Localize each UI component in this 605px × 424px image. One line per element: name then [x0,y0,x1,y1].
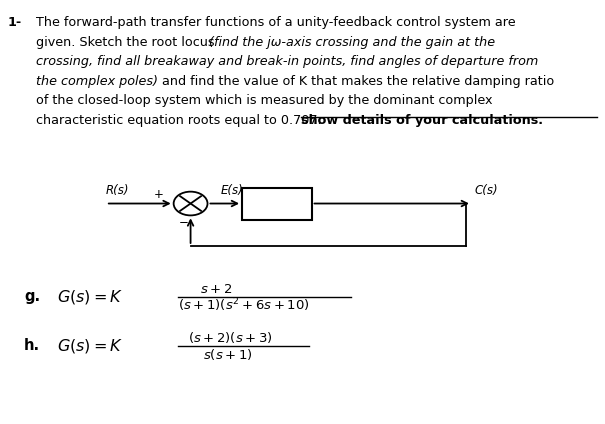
Text: and find the value of K that makes the relative damping ratio: and find the value of K that makes the r… [158,75,554,88]
Text: $s+2$: $s+2$ [200,283,232,296]
Text: $\mathbf{\mathit{G(s) = K}}$: $\mathbf{\mathit{G(s) = K}}$ [57,288,124,306]
Text: +: + [154,188,163,201]
Text: $s(s+1)$: $s(s+1)$ [203,347,252,363]
Text: $(s+2)(s+3)$: $(s+2)(s+3)$ [188,329,272,345]
Text: the complex poles): the complex poles) [36,75,159,88]
Text: $(s+1)(s^2+6s+10)$: $(s+1)(s^2+6s+10)$ [178,296,310,314]
Text: g.: g. [24,289,41,304]
Text: h.: h. [24,338,41,353]
Text: of the closed-loop system which is measured by the dominant complex: of the closed-loop system which is measu… [36,94,493,107]
Text: given. Sketch the root locus: given. Sketch the root locus [36,36,219,49]
Text: C(s): C(s) [475,184,499,197]
Text: crossing, find all breakaway and break-in points, find angles of departure from: crossing, find all breakaway and break-i… [36,55,538,68]
Text: (find the jω-axis crossing and the gain at the: (find the jω-axis crossing and the gain … [209,36,495,49]
Text: R(s): R(s) [106,184,129,197]
Text: $\mathbf{\mathit{G(s) = K}}$: $\mathbf{\mathit{G(s) = K}}$ [57,337,124,354]
Bar [242,188,312,220]
Text: show details of your calculations.: show details of your calculations. [301,114,543,127]
Text: G(s): G(s) [264,197,290,210]
Text: The forward-path transfer functions of a unity-feedback control system are: The forward-path transfer functions of a… [36,16,516,29]
Text: −: − [178,216,188,229]
Text: 1-: 1- [8,16,22,29]
Text: characteristic equation roots equal to 0.707.: characteristic equation roots equal to 0… [36,114,330,127]
Text: E(s): E(s) [221,184,244,197]
